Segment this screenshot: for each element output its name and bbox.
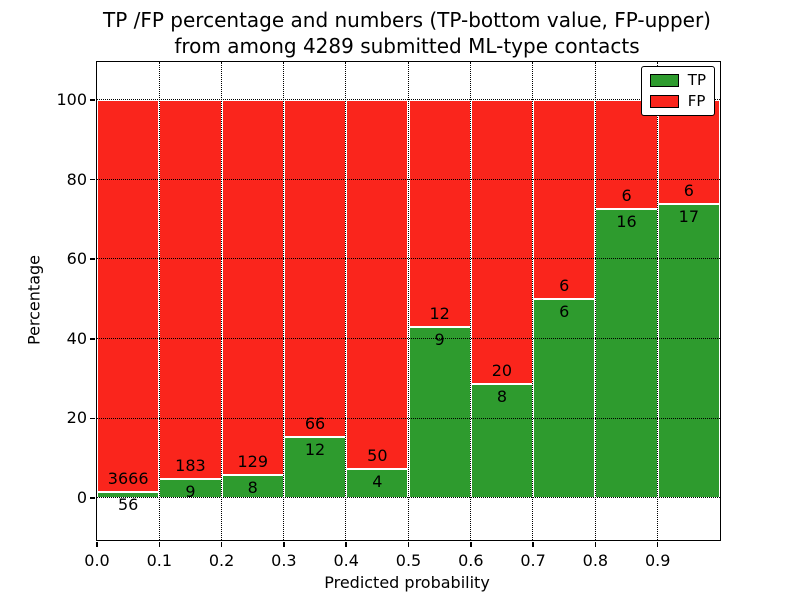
x-gridline <box>283 62 285 540</box>
bar-fp-segment <box>283 100 347 437</box>
x-tick-mark <box>96 541 98 547</box>
bar-fp-count-label: 6 <box>559 276 570 295</box>
bar-fp-segment <box>533 100 596 299</box>
bar-fp-segment <box>159 100 222 480</box>
bar-tp-count-label: 16 <box>616 211 637 231</box>
legend-item-tp: TP <box>649 71 706 89</box>
bar-tp-count-label: 9 <box>185 482 196 502</box>
x-tick-label: 0.7 <box>520 551 546 570</box>
x-tick-label: 0.9 <box>644 551 671 570</box>
x-tick-label: 0.2 <box>208 551 235 570</box>
legend-swatch-fp <box>649 95 679 108</box>
x-tick-mark <box>470 541 472 547</box>
legend-item-fp: FP <box>649 92 706 110</box>
x-tick-mark <box>220 541 223 547</box>
y-tick-label: 0 <box>76 488 87 507</box>
bar-fp-segment <box>346 100 409 469</box>
y-tick-mark <box>90 497 96 499</box>
bar-fp-segment <box>97 100 160 493</box>
x-tick-label: 0.1 <box>146 551 173 570</box>
x-tick-label: 0.4 <box>333 551 359 570</box>
y-tick-label: 40 <box>66 328 87 348</box>
bar-fp-segment <box>408 100 471 328</box>
bar-fp-count-label: 50 <box>367 445 388 465</box>
x-tick-mark <box>656 541 659 547</box>
bar-fp-count-label: 6 <box>621 185 632 205</box>
bar-tp-count-label: 17 <box>678 206 700 226</box>
bar-fp-count-label: 3666 <box>107 469 149 489</box>
x-tick-label: 0.3 <box>271 551 297 570</box>
x-tick-mark <box>158 541 161 547</box>
x-tick-mark <box>407 541 410 547</box>
bar-tp-count-label: 8 <box>247 477 258 497</box>
legend-label-fp: FP <box>687 92 706 110</box>
y-tick-label: 60 <box>66 249 87 269</box>
bar-tp-segment <box>470 384 534 498</box>
y-tick-mark <box>90 417 96 420</box>
bar-tp-segment <box>657 203 720 498</box>
bar-tp-segment <box>595 208 658 498</box>
bar-tp-count-label: 8 <box>496 387 508 407</box>
bar-fp-count-label: 183 <box>175 456 206 476</box>
legend-swatch-tp <box>649 74 679 87</box>
bar-tp-segment <box>408 327 471 498</box>
x-gridline <box>594 62 596 540</box>
y-tick-label: 20 <box>66 408 87 428</box>
x-tick-label: 0.6 <box>458 551 484 570</box>
x-tick-label: 0.5 <box>395 551 422 570</box>
x-gridline <box>345 62 347 540</box>
bar-tp-count-label: 56 <box>117 495 139 515</box>
chart-title-line1: TP /FP percentage and numbers (TP-bottom… <box>103 8 711 32</box>
x-tick-label: 0.0 <box>84 551 110 570</box>
bar-fp-count-label: 129 <box>237 451 269 471</box>
x-tick-mark <box>532 541 534 547</box>
bar-tp-count-label: 6 <box>559 302 570 321</box>
x-gridline <box>532 62 534 540</box>
y-tick-mark <box>90 99 96 101</box>
x-gridline <box>220 62 222 540</box>
y-tick-label: 100 <box>56 90 87 109</box>
y-tick-mark <box>90 178 96 181</box>
chart-title-line2: from among 4289 submitted ML-type contac… <box>174 34 640 59</box>
x-gridline <box>158 62 160 540</box>
x-gridline <box>470 62 471 540</box>
chart-title: TP /FP percentage and numbers (TP-bottom… <box>103 7 711 60</box>
x-gridline <box>407 62 409 540</box>
bar-fp-count-label: 20 <box>491 361 513 381</box>
bar-fp-count-label: 12 <box>429 304 450 324</box>
y-tick-mark <box>90 258 96 260</box>
x-tick-mark <box>283 541 285 547</box>
legend-label-tp: TP <box>687 71 706 89</box>
x-tick-label: 0.8 <box>582 551 609 570</box>
bar-tp-count-label: 4 <box>372 471 383 491</box>
bar-fp-count-label: 6 <box>683 180 694 200</box>
y-tick-mark <box>90 338 96 340</box>
legend: TP FP <box>640 66 715 116</box>
y-tick-label: 80 <box>66 169 87 189</box>
plot-area: TP FP 3666 56 183 9 129 8 66 12 50 4 12 9 20 8 6 6 6 16 6 1… <box>56 61 721 570</box>
x-axis-label: Predicted probability <box>324 573 490 592</box>
x-gridline <box>656 62 658 540</box>
x-tick-mark <box>594 541 597 547</box>
bar-fp-count-label: 66 <box>304 413 326 433</box>
x-tick-mark <box>345 541 347 547</box>
bar-tp-count-label: 12 <box>304 439 326 459</box>
bar-fp-segment <box>595 100 658 209</box>
bar-tp-count-label: 9 <box>434 330 445 350</box>
